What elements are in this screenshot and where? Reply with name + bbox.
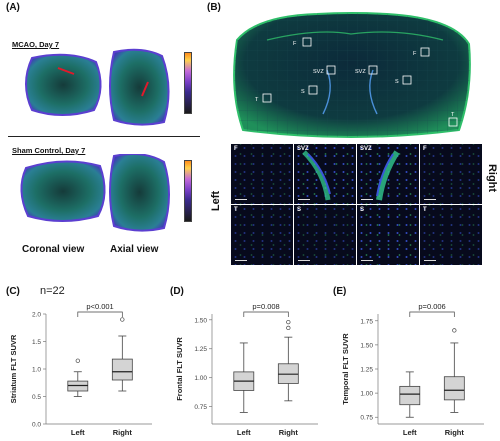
y-tick-label: 1.25 bbox=[194, 346, 207, 353]
y-tick-label: 0.75 bbox=[360, 415, 373, 422]
roi-label: SVZ bbox=[355, 69, 366, 75]
x-category-label: Left bbox=[403, 428, 417, 437]
y-tick-label: 1.75 bbox=[360, 318, 373, 325]
micrograph-tile: SVZ bbox=[356, 143, 420, 205]
frontal-boxplot: 0.75 1.00 1.25 1.50 Frontal FLT SUVR Left Righ… bbox=[175, 302, 318, 437]
sham-coronal-slice bbox=[20, 160, 106, 222]
y-axis-label: Striatum FLT SUVR bbox=[9, 334, 18, 403]
section-divider bbox=[8, 136, 200, 137]
sham-pet-images bbox=[20, 154, 170, 232]
roi-box-t-left bbox=[262, 93, 272, 103]
mcao-pet-images bbox=[25, 48, 170, 126]
sham-colorbar bbox=[184, 160, 192, 222]
roi-label: F bbox=[293, 41, 297, 47]
y-tick-label: 1.00 bbox=[194, 375, 207, 382]
significance-bracket bbox=[243, 311, 289, 317]
roi-box-s-left bbox=[308, 85, 318, 95]
panel-a-label: (A) bbox=[6, 2, 20, 13]
axial-view-label: Axial view bbox=[110, 244, 159, 255]
mcao-axial-slice bbox=[109, 48, 170, 126]
x-category-label: Left bbox=[71, 428, 85, 437]
x-category-label: Right bbox=[445, 428, 465, 437]
roi-label: T bbox=[255, 97, 259, 103]
micrograph-tile: F bbox=[419, 143, 483, 205]
outlier-point bbox=[120, 317, 125, 322]
significance-bracket bbox=[77, 311, 123, 317]
outlier-point bbox=[286, 325, 291, 331]
y-tick-label: 1.5 bbox=[32, 339, 41, 346]
y-axis-label: Temporal FLT SUVR bbox=[341, 333, 350, 405]
box-iqr bbox=[443, 376, 465, 401]
roi-label: S bbox=[395, 79, 399, 85]
roi-label: S bbox=[301, 89, 305, 95]
y-tick-label: 2.0 bbox=[32, 312, 41, 319]
sample-size-note: n=22 bbox=[40, 285, 65, 297]
sham-axial-slice bbox=[109, 154, 170, 232]
roi-box-svz-right bbox=[368, 65, 378, 75]
micrograph-tile: SVZ bbox=[293, 143, 357, 205]
outlier-point bbox=[286, 319, 291, 325]
micrograph-tile: F bbox=[230, 143, 294, 205]
mcao-coronal-arrow bbox=[57, 67, 75, 75]
y-tick-label: 1.25 bbox=[360, 367, 373, 374]
mcao-coronal-slice bbox=[25, 53, 102, 116]
x-category-label: Right bbox=[279, 428, 299, 437]
outlier-point bbox=[75, 358, 80, 363]
roi-box-f-right bbox=[420, 47, 430, 57]
outlier-point bbox=[452, 328, 457, 333]
p-value-label: p<0.001 bbox=[86, 302, 113, 311]
micrograph-tile: T bbox=[230, 204, 294, 266]
temporal-boxplot: 0.75 1.00 1.25 1.50 1.75 Temporal FLT SUVR Lef… bbox=[341, 302, 484, 437]
left-hemisphere-label: Left bbox=[210, 190, 223, 212]
x-category-label: Right bbox=[113, 428, 133, 437]
brain-section-image: F F SVZ SVZ S S T T bbox=[227, 10, 475, 142]
panel-e-label: (E) bbox=[333, 286, 347, 297]
roi-box-t-right bbox=[448, 117, 458, 127]
coronal-view-label: Coronal view bbox=[22, 244, 85, 255]
micrograph-tile: S bbox=[356, 204, 420, 266]
micrograph-tile: S bbox=[293, 204, 357, 266]
significance-bracket bbox=[409, 311, 455, 317]
micrograph-tile: T bbox=[419, 204, 483, 266]
y-tick-label: 0.75 bbox=[194, 404, 207, 411]
x-category-label: Left bbox=[237, 428, 251, 437]
roi-label: F bbox=[413, 51, 417, 57]
roi-box-s-right bbox=[402, 75, 412, 85]
y-tick-label: 0.5 bbox=[32, 394, 41, 401]
right-hemisphere-label: Right bbox=[486, 163, 499, 193]
mcao-colorbar bbox=[184, 52, 192, 114]
y-tick-label: 1.50 bbox=[360, 342, 373, 349]
sham-title: Sham Control, Day 7 bbox=[12, 146, 86, 155]
roi-label: SVZ bbox=[313, 69, 324, 75]
roi-label: T bbox=[451, 112, 455, 118]
panel-b-label: (B) bbox=[207, 2, 221, 13]
y-tick-label: 1.50 bbox=[194, 317, 207, 324]
y-tick-label: 1.00 bbox=[360, 391, 373, 398]
box-iqr bbox=[399, 385, 421, 406]
y-tick-label: 0.0 bbox=[32, 422, 41, 429]
y-tick-label: 1.0 bbox=[32, 367, 41, 374]
p-value-label: p=0.008 bbox=[252, 302, 279, 311]
mcao-title: MCAO, Day 7 bbox=[12, 40, 60, 49]
panel-d-label: (D) bbox=[170, 286, 184, 297]
y-axis-label: Frontal FLT SUVR bbox=[175, 337, 184, 401]
panel-c-label: (C) bbox=[6, 286, 20, 297]
p-value-label: p=0.006 bbox=[418, 302, 445, 311]
mcao-axial-arrow bbox=[141, 81, 149, 97]
roi-box-f-left bbox=[302, 37, 312, 47]
box-iqr bbox=[111, 358, 133, 381]
roi-box-svz-left bbox=[326, 65, 336, 75]
striatum-boxplot: 0.0 0.5 1.0 1.5 2.0 Striatum FLT SUVR Left Righ… bbox=[9, 302, 152, 437]
